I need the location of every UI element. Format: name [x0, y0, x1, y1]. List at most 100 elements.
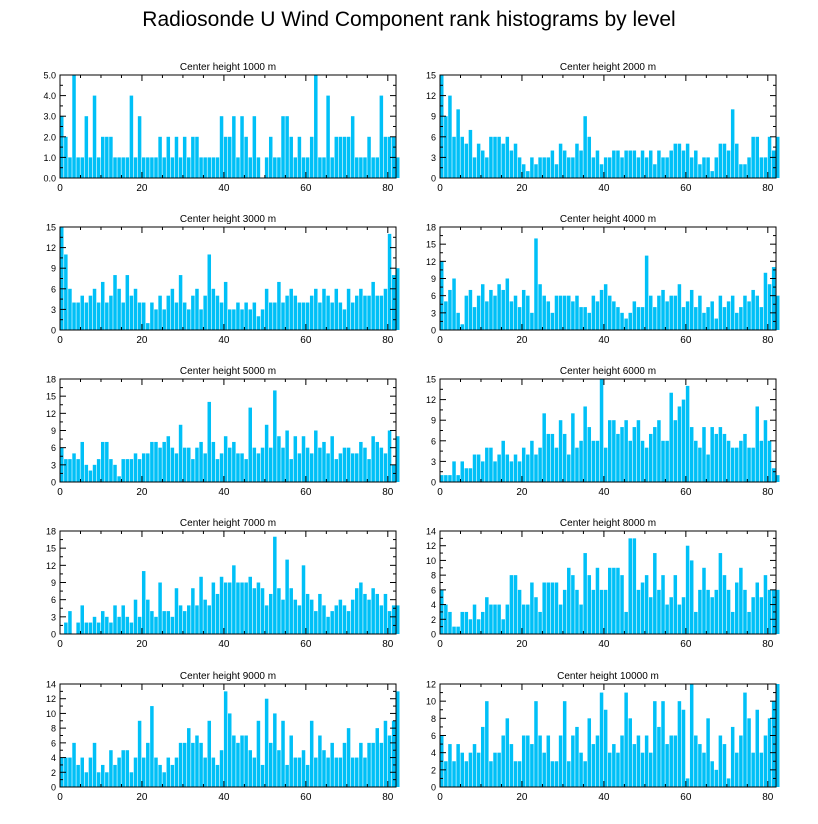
- histogram-bar: [759, 157, 764, 178]
- histogram-bar: [730, 611, 735, 634]
- y-tick-label: 10: [46, 709, 56, 719]
- histogram-bar: [673, 575, 678, 634]
- y-tick-label: 12: [46, 561, 56, 571]
- histogram-bar: [493, 752, 497, 787]
- histogram-bar: [673, 143, 678, 178]
- histogram-bar: [599, 289, 604, 330]
- y-tick-label: 0: [431, 478, 436, 488]
- histogram-bar: [673, 420, 678, 482]
- histogram-bar: [92, 464, 97, 482]
- y-tick-label: 0: [51, 478, 56, 488]
- histogram-bar: [203, 599, 207, 634]
- histogram-bar: [162, 309, 166, 330]
- histogram-bar: [154, 616, 158, 634]
- histogram-bar: [129, 772, 134, 787]
- histogram-bar: [653, 701, 657, 787]
- histogram-bar: [575, 143, 579, 178]
- histogram-bar: [542, 295, 546, 330]
- histogram-bar: [579, 604, 583, 634]
- histogram-bar: [521, 447, 526, 482]
- histogram-bar: [88, 157, 93, 178]
- histogram-bar: [113, 464, 117, 482]
- histogram-bar: [387, 430, 392, 482]
- histogram-bar: [513, 761, 518, 787]
- histogram-bar: [489, 289, 493, 330]
- histogram-bar: [550, 761, 555, 787]
- histogram-bar: [591, 440, 596, 482]
- panel-3: Center height 3000 m 0 20 40 60 80 0 3 6 9 12 15: [46, 214, 400, 346]
- histogram-bar: [710, 171, 714, 178]
- histogram-bar: [141, 157, 146, 178]
- histogram-bar: [464, 468, 469, 482]
- histogram-bar: [714, 769, 719, 787]
- panel-8: Center height 8000 m 0 20 40 60 80 0 2 4 6 8 10 12 14: [426, 518, 780, 650]
- histogram-bar: [199, 742, 203, 787]
- histogram-bar: [223, 281, 228, 330]
- histogram-bar: [722, 575, 727, 634]
- y-tick-label: 12: [426, 541, 436, 551]
- x-tick-label: 20: [136, 487, 148, 498]
- histogram-bar: [579, 150, 583, 178]
- histogram-bar: [301, 565, 306, 634]
- y-tick-label: 0: [431, 326, 436, 336]
- y-tick-label: 6: [431, 132, 436, 142]
- histogram-bar: [739, 164, 743, 178]
- panel-title: Center height 6000 m: [560, 366, 656, 377]
- panel-title: Center height 5000 m: [180, 366, 276, 377]
- histogram-bar: [628, 440, 632, 482]
- histogram-bar: [219, 750, 224, 787]
- histogram-bar: [468, 752, 473, 787]
- histogram-bar: [273, 713, 277, 787]
- histogram-bar: [444, 475, 448, 482]
- x-tick-label: 20: [136, 335, 148, 346]
- histogram-bar: [281, 302, 285, 330]
- figure-title: Radiosonde U Wind Component rank histogr…: [142, 8, 676, 31]
- histogram-bar: [464, 295, 469, 330]
- histogram-bar: [314, 757, 318, 787]
- histogram-bar: [562, 701, 567, 787]
- x-tick-label: 80: [762, 183, 774, 194]
- histogram-bar: [236, 157, 240, 178]
- histogram-bar: [628, 538, 632, 634]
- histogram-bar: [293, 157, 298, 178]
- histogram-bar: [355, 295, 359, 330]
- histogram-bar: [673, 735, 678, 787]
- y-tick-label: 2: [51, 768, 56, 778]
- histogram-bar: [371, 157, 375, 178]
- histogram-bar: [448, 744, 452, 787]
- histogram-bar: [653, 307, 657, 330]
- x-tick-label: 0: [57, 792, 63, 803]
- histogram-bar: [534, 454, 538, 482]
- histogram-bar: [521, 164, 526, 178]
- histogram-bar: [562, 295, 567, 330]
- histogram-bar: [612, 744, 616, 787]
- histogram-bar: [396, 268, 400, 330]
- histogram-bar: [346, 447, 351, 482]
- panel-5: Center height 5000 m 0 20 40 60 80 0 3 6 9 12 15 18: [46, 366, 400, 498]
- histogram-bar: [452, 626, 456, 634]
- histogram-bar: [240, 116, 244, 178]
- histogram-bar: [575, 447, 579, 482]
- histogram-bar: [96, 622, 101, 634]
- histogram-bar: [505, 136, 510, 178]
- panel-7: Center height 7000 m 0 20 40 60 80 0 3 6 9 12 15 18: [46, 518, 400, 650]
- histogram-bar: [767, 136, 772, 178]
- histogram-bar: [236, 582, 240, 634]
- histogram-bar: [113, 605, 117, 634]
- histogram-bar: [355, 157, 359, 178]
- x-tick-label: 80: [762, 639, 774, 650]
- histogram-bar: [146, 742, 150, 787]
- histogram-bar: [199, 157, 203, 178]
- histogram-bar: [517, 461, 522, 482]
- histogram-bar: [640, 752, 645, 787]
- histogram-bar: [252, 447, 257, 482]
- histogram-bar: [632, 301, 637, 330]
- histogram-bar: [256, 582, 261, 634]
- y-tick-label: 2.0: [43, 132, 56, 142]
- histogram-bar: [322, 605, 326, 634]
- histogram-bar: [195, 735, 199, 787]
- histogram-bar: [608, 420, 612, 482]
- histogram-bar: [158, 295, 162, 330]
- histogram-bar: [182, 742, 187, 787]
- histogram-bar: [109, 750, 113, 787]
